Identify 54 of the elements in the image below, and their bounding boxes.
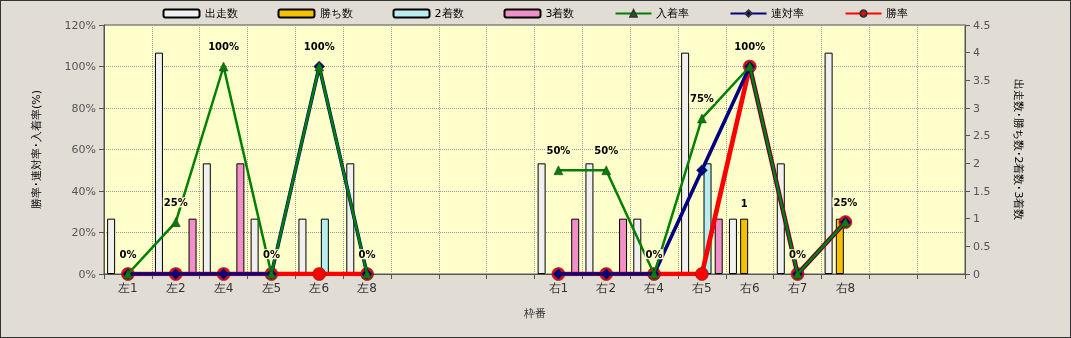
x-tick-label: 右4 — [644, 281, 664, 295]
y2-tick-label: 1 — [973, 212, 980, 226]
x-tick-label: 左2 — [165, 281, 186, 295]
x-tick-label: 左8 — [357, 281, 377, 295]
y2-tick-label: 3 — [973, 101, 980, 115]
x-tick-label: 右7 — [787, 281, 808, 295]
data-label: 0% — [262, 248, 280, 260]
x-tick-label: 右5 — [692, 281, 712, 295]
y2-tick-label: 0.5 — [973, 239, 991, 253]
data-label: 50% — [546, 145, 571, 156]
data-label: 0% — [119, 248, 137, 260]
x-tick-label: 左5 — [261, 281, 282, 295]
data-label: 1 — [740, 198, 748, 210]
data-label: 100% — [208, 41, 240, 53]
data-label: 25% — [163, 196, 188, 208]
legend-label: 連対率 — [771, 7, 805, 20]
legend-label: 2着数 — [434, 7, 464, 20]
y-tick-label: 60% — [71, 143, 96, 156]
x-axis-title: 枠番 — [522, 307, 546, 320]
legend-label: 入着率 — [656, 7, 690, 20]
x-tick-label: 右1 — [548, 281, 569, 295]
data-label: 25% — [833, 196, 858, 208]
y2-tick-label: 2 — [973, 156, 980, 170]
y-tick-label: 100% — [64, 60, 96, 73]
legend-label: 3着数 — [545, 7, 575, 20]
data-label: 100% — [303, 41, 335, 53]
y-tick-label: 80% — [71, 101, 96, 115]
legend-label: 勝ち数 — [319, 7, 353, 20]
data-label: 0% — [358, 248, 376, 260]
data-label: 75% — [689, 93, 714, 105]
data-label: 0% — [789, 248, 807, 260]
y-tick-label: 120% — [64, 18, 96, 32]
x-tick-label: 左4 — [213, 281, 234, 295]
x-tick-label: 右2 — [596, 281, 617, 295]
y-axis-title: 勝率･連対率･入着率(%) — [30, 89, 43, 210]
x-tick-label: 右8 — [835, 281, 856, 295]
legend-label: 出走数 — [204, 7, 238, 20]
x-tick-label: 右6 — [739, 281, 760, 295]
y2-tick-label: 1.5 — [973, 184, 991, 198]
y2-tick-label: 0 — [973, 267, 980, 281]
data-label: 100% — [734, 41, 766, 53]
x-tick-label: 左1 — [118, 281, 138, 295]
y-tick-label: 20% — [71, 226, 96, 239]
data-label: 0% — [645, 248, 663, 260]
y2-tick-label: 3.5 — [973, 73, 991, 87]
y2-tick-label: 4.5 — [973, 18, 991, 32]
y2-axis-title: 出走数･勝ち数･2着数･3着数 — [1012, 78, 1025, 221]
x-tick-label: 左6 — [309, 281, 330, 295]
legend-label: 勝率 — [886, 7, 909, 20]
y2-tick-label: 4 — [973, 46, 980, 60]
y-tick-label: 0% — [78, 267, 96, 281]
y-tick-label: 40% — [71, 184, 96, 198]
y2-tick-label: 2.5 — [973, 129, 991, 143]
data-label: 50% — [594, 145, 619, 156]
